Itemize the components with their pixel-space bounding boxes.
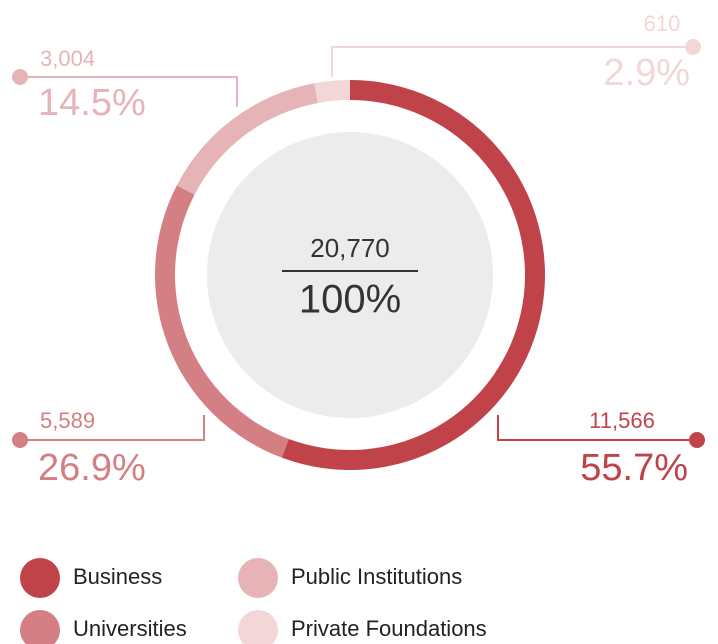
leader-line <box>497 415 697 441</box>
percent-label: 2.9% <box>603 52 690 94</box>
leader-dot <box>689 432 705 448</box>
legend-label: Business <box>73 564 162 589</box>
donut-slice <box>314 80 350 103</box>
percent-label: 55.7% <box>580 447 688 489</box>
value-label: 3,004 <box>40 46 95 71</box>
legend-label: Universities <box>73 616 187 641</box>
leader-line <box>20 415 205 441</box>
legend-label: Private Foundations <box>291 616 487 641</box>
value-label: 5,589 <box>40 408 95 433</box>
legend-swatch <box>20 558 60 598</box>
legend-swatch <box>238 610 278 644</box>
legend-swatch <box>20 610 60 644</box>
center-disc <box>207 132 493 418</box>
legend-swatch <box>238 558 278 598</box>
leader-dot <box>685 39 701 55</box>
value-label: 610 <box>644 11 681 36</box>
leader-dot <box>12 69 28 85</box>
value-label: 11,566 <box>589 408 655 433</box>
leader-line <box>331 46 693 77</box>
leader-dot <box>12 432 28 448</box>
donut-slice <box>155 185 289 458</box>
donut-slice <box>176 83 318 195</box>
percent-label: 26.9% <box>38 447 146 489</box>
total-percent: 100% <box>299 278 401 322</box>
total-count: 20,770 <box>310 233 390 263</box>
legend-label: Public Institutions <box>291 564 462 589</box>
percent-label: 14.5% <box>38 82 146 124</box>
leader-line <box>20 76 238 107</box>
